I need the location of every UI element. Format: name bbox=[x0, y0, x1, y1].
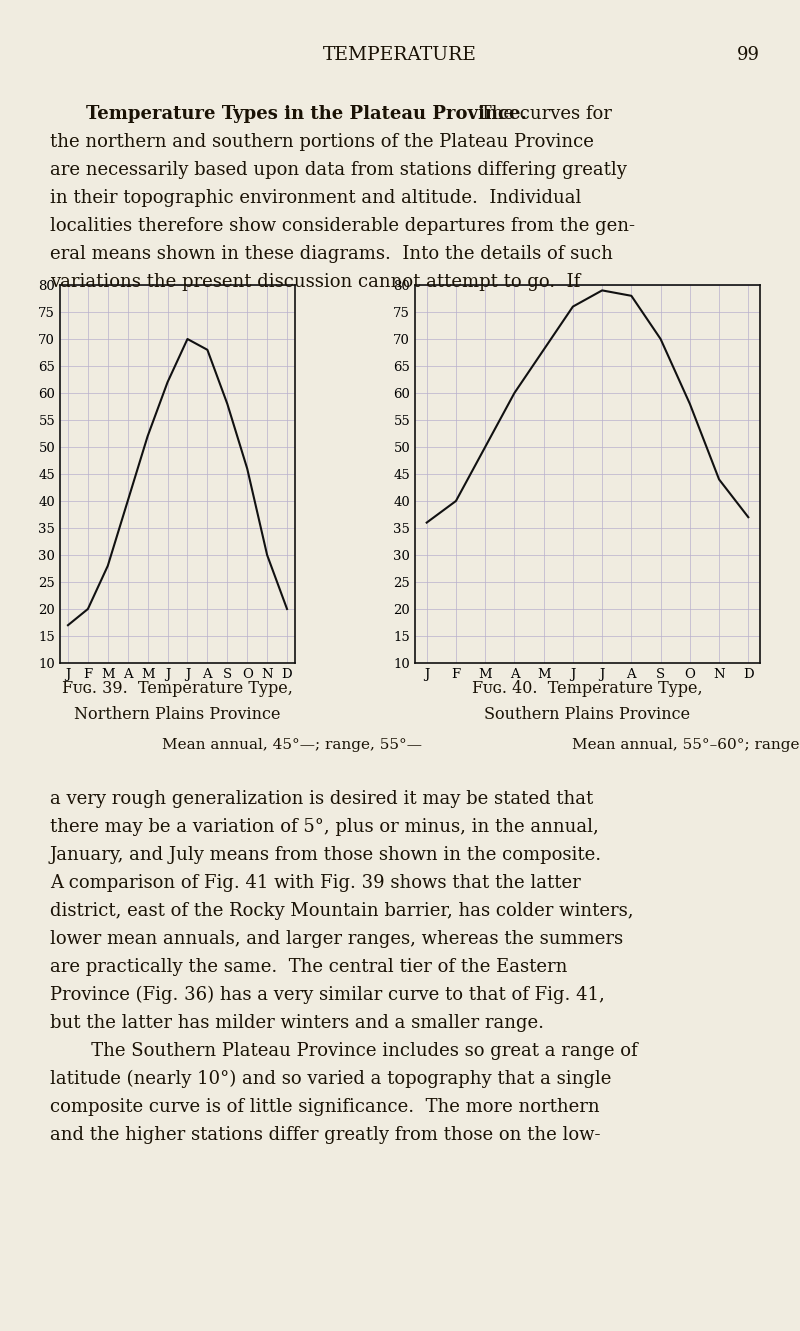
Text: Temperature Types in the Plateau Province.: Temperature Types in the Plateau Provinc… bbox=[86, 105, 527, 122]
Text: Province (Fig. 36) has a very similar curve to that of Fig. 41,: Province (Fig. 36) has a very similar cu… bbox=[50, 986, 605, 1005]
Text: Southern Plains Province: Southern Plains Province bbox=[485, 705, 690, 723]
Text: district, east of the Rocky Mountain barrier, has colder winters,: district, east of the Rocky Mountain bar… bbox=[50, 902, 634, 920]
Text: A comparison of Fig. 41 with Fig. 39 shows that the latter: A comparison of Fig. 41 with Fig. 39 sho… bbox=[50, 874, 581, 892]
Text: and the higher stations differ greatly from those on the low-: and the higher stations differ greatly f… bbox=[50, 1126, 601, 1145]
Text: Fᴜɢ. 40.  Temperature Type,: Fᴜɢ. 40. Temperature Type, bbox=[472, 680, 703, 697]
Text: Mean annual, 55°–60°; range, 40°+: Mean annual, 55°–60°; range, 40°+ bbox=[571, 737, 800, 752]
Text: the northern and southern portions of the Plateau Province: the northern and southern portions of th… bbox=[50, 133, 594, 150]
Text: but the latter has milder winters and a smaller range.: but the latter has milder winters and a … bbox=[50, 1014, 544, 1032]
Text: Northern Plains Province: Northern Plains Province bbox=[74, 705, 281, 723]
Text: are practically the same.  The central tier of the Eastern: are practically the same. The central ti… bbox=[50, 958, 567, 976]
Text: are necessarily based upon data from stations differing greatly: are necessarily based upon data from sta… bbox=[50, 161, 627, 178]
Text: 99: 99 bbox=[737, 47, 760, 64]
Text: TEMPERATURE: TEMPERATURE bbox=[323, 47, 477, 64]
Text: January, and July means from those shown in the composite.: January, and July means from those shown… bbox=[50, 847, 602, 864]
Text: The curves for: The curves for bbox=[474, 105, 612, 122]
Text: localities therefore show considerable departures from the gen-: localities therefore show considerable d… bbox=[50, 217, 635, 236]
Text: Fᴜɢ. 39.  Temperature Type,: Fᴜɢ. 39. Temperature Type, bbox=[62, 680, 293, 697]
Text: eral means shown in these diagrams.  Into the details of such: eral means shown in these diagrams. Into… bbox=[50, 245, 613, 264]
Text: variations the present discussion cannot attempt to go.  If: variations the present discussion cannot… bbox=[50, 273, 580, 291]
Text: a very rough generalization is desired it may be stated that: a very rough generalization is desired i… bbox=[50, 791, 594, 808]
Text: there may be a variation of 5°, plus or minus, in the annual,: there may be a variation of 5°, plus or … bbox=[50, 819, 598, 836]
Text: Mean annual, 45°—; range, 55°—: Mean annual, 45°—; range, 55°— bbox=[162, 737, 422, 752]
Text: The Southern Plateau Province includes so great a range of: The Southern Plateau Province includes s… bbox=[74, 1042, 638, 1059]
Text: latitude (nearly 10°) and so varied a topography that a single: latitude (nearly 10°) and so varied a to… bbox=[50, 1070, 611, 1089]
Text: composite curve is of little significance.  The more northern: composite curve is of little significanc… bbox=[50, 1098, 600, 1115]
Text: in their topographic environment and altitude.  Individual: in their topographic environment and alt… bbox=[50, 189, 582, 208]
Text: lower mean annuals, and larger ranges, whereas the summers: lower mean annuals, and larger ranges, w… bbox=[50, 930, 623, 948]
